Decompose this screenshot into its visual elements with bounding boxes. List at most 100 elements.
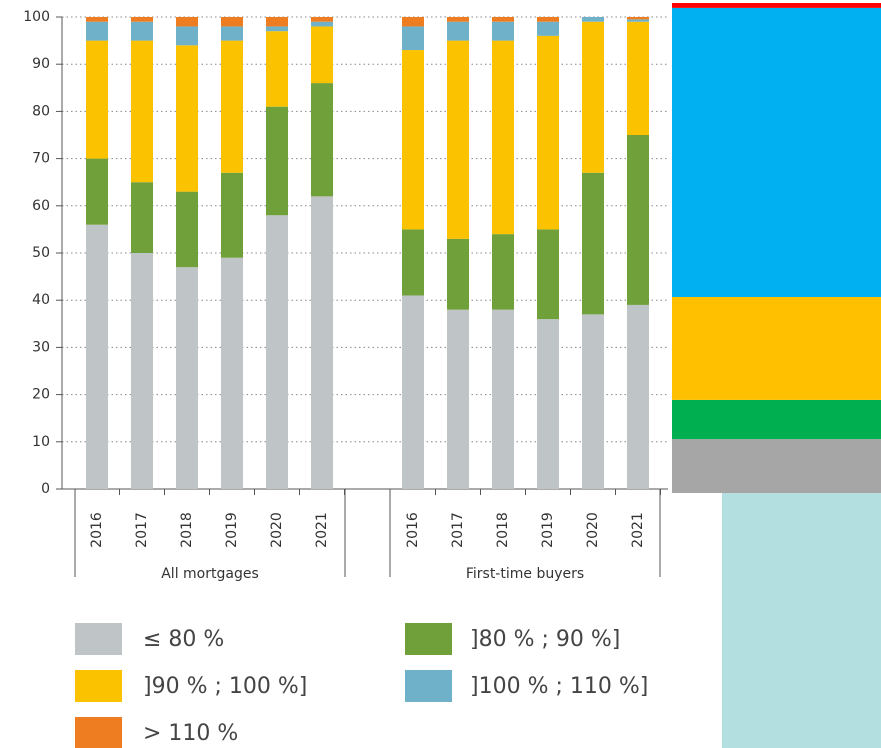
- legend-label: ≤ 80 %: [143, 627, 224, 652]
- bar-segment: [447, 17, 469, 22]
- x-tick-label: 2020: [585, 512, 601, 548]
- bar-segment: [86, 21, 108, 41]
- legend-swatch: [75, 623, 122, 655]
- legend-swatch: [75, 717, 122, 748]
- bar-segment: [86, 40, 108, 159]
- y-tick-label: 60: [32, 198, 50, 214]
- bar-segment: [221, 40, 243, 173]
- bar-segment: [86, 17, 108, 22]
- y-tick-label: 40: [32, 292, 50, 308]
- bar-segment: [221, 26, 243, 41]
- y-tick-label: 70: [32, 151, 50, 167]
- y-tick-label: 20: [32, 387, 50, 403]
- y-tick-label: 10: [32, 434, 50, 450]
- block-segment: [672, 439, 881, 493]
- group-label: All mortgages: [161, 566, 259, 582]
- x-tick-label: 2019: [224, 512, 240, 548]
- bar-segment: [221, 17, 243, 27]
- legend-swatch: [75, 670, 122, 702]
- block-segment: [672, 3, 881, 8]
- bar-segment: [492, 40, 514, 235]
- bar-segment: [582, 314, 604, 489]
- y-tick-label: 100: [23, 9, 50, 25]
- bar-segment: [537, 17, 559, 22]
- bar-segment: [131, 253, 153, 489]
- bar-segment: [492, 309, 514, 489]
- x-tick-label: 2021: [314, 512, 330, 548]
- bar-segment: [266, 215, 288, 490]
- block-segment: [672, 297, 881, 400]
- y-tick-label: 90: [32, 56, 50, 72]
- legend-label: ]90 % ; 100 %]: [143, 674, 307, 699]
- bar-segment: [311, 196, 333, 490]
- bar-segment: [492, 234, 514, 310]
- bar-segment: [627, 135, 649, 305]
- bar-segment: [131, 21, 153, 41]
- bar-segment: [176, 191, 198, 268]
- bar-segment: [627, 19, 649, 22]
- bar-segment: [266, 17, 288, 27]
- legend-label: > 110 %: [143, 721, 238, 746]
- x-tick-label: 2017: [134, 512, 150, 548]
- x-tick-label: 2019: [540, 512, 556, 548]
- bar-segment: [537, 229, 559, 320]
- bar-segment: [311, 83, 333, 197]
- bar-segment: [176, 267, 198, 489]
- x-tick-label: 2016: [405, 512, 421, 548]
- legend-label: ]80 % ; 90 %]: [470, 627, 620, 652]
- bar-segment: [131, 182, 153, 253]
- bar-segment: [311, 17, 333, 22]
- group-label: First-time buyers: [466, 566, 584, 582]
- bar-segment: [447, 40, 469, 239]
- background-panel: [722, 493, 881, 748]
- bar-segment: [402, 229, 424, 296]
- bar-segment: [266, 31, 288, 107]
- x-tick-label: 2018: [495, 512, 511, 548]
- block-segment: [672, 399, 881, 440]
- bar-segment: [176, 26, 198, 46]
- bar-segment: [311, 21, 333, 27]
- bar-segment: [402, 26, 424, 51]
- x-tick-label: 2021: [630, 512, 646, 548]
- bar-segment: [537, 21, 559, 36]
- y-tick-label: 50: [32, 245, 50, 261]
- bar-segment: [402, 50, 424, 230]
- block-segment: [672, 7, 881, 298]
- bar-segment: [537, 35, 559, 230]
- bar-segment: [627, 17, 649, 20]
- bar-segment: [311, 26, 333, 84]
- bar-segment: [131, 40, 153, 183]
- bar-segment: [402, 17, 424, 27]
- legend-swatch: [405, 670, 452, 702]
- bar-segment: [447, 238, 469, 310]
- bar-segment: [176, 45, 198, 192]
- legend-swatch: [405, 623, 452, 655]
- y-tick-label: 80: [32, 103, 50, 119]
- legend-label: ]100 % ; 110 %]: [470, 674, 648, 699]
- bar-segment: [627, 21, 649, 135]
- bar-segment: [447, 21, 469, 41]
- y-tick-label: 0: [41, 481, 50, 497]
- x-tick-label: 2020: [269, 512, 285, 548]
- bar-segment: [266, 106, 288, 216]
- bar-segment: [131, 17, 153, 22]
- bar-segment: [492, 21, 514, 41]
- bar-segment: [582, 21, 604, 173]
- x-tick-label: 2017: [450, 512, 466, 548]
- bar-segment: [447, 309, 469, 489]
- bar-segment: [221, 172, 243, 258]
- bar-segment: [582, 172, 604, 315]
- bar-segment: [221, 257, 243, 489]
- bar-segment: [627, 304, 649, 489]
- bar-segment: [266, 26, 288, 32]
- bar-segment: [176, 17, 198, 27]
- bar-segment: [492, 17, 514, 22]
- bar-segment: [402, 295, 424, 489]
- y-tick-label: 30: [32, 339, 50, 355]
- x-tick-label: 2016: [89, 512, 105, 548]
- x-tick-label: 2018: [179, 512, 195, 548]
- bar-segment: [86, 158, 108, 225]
- bar-segment: [582, 17, 604, 22]
- bar-segment: [86, 224, 108, 489]
